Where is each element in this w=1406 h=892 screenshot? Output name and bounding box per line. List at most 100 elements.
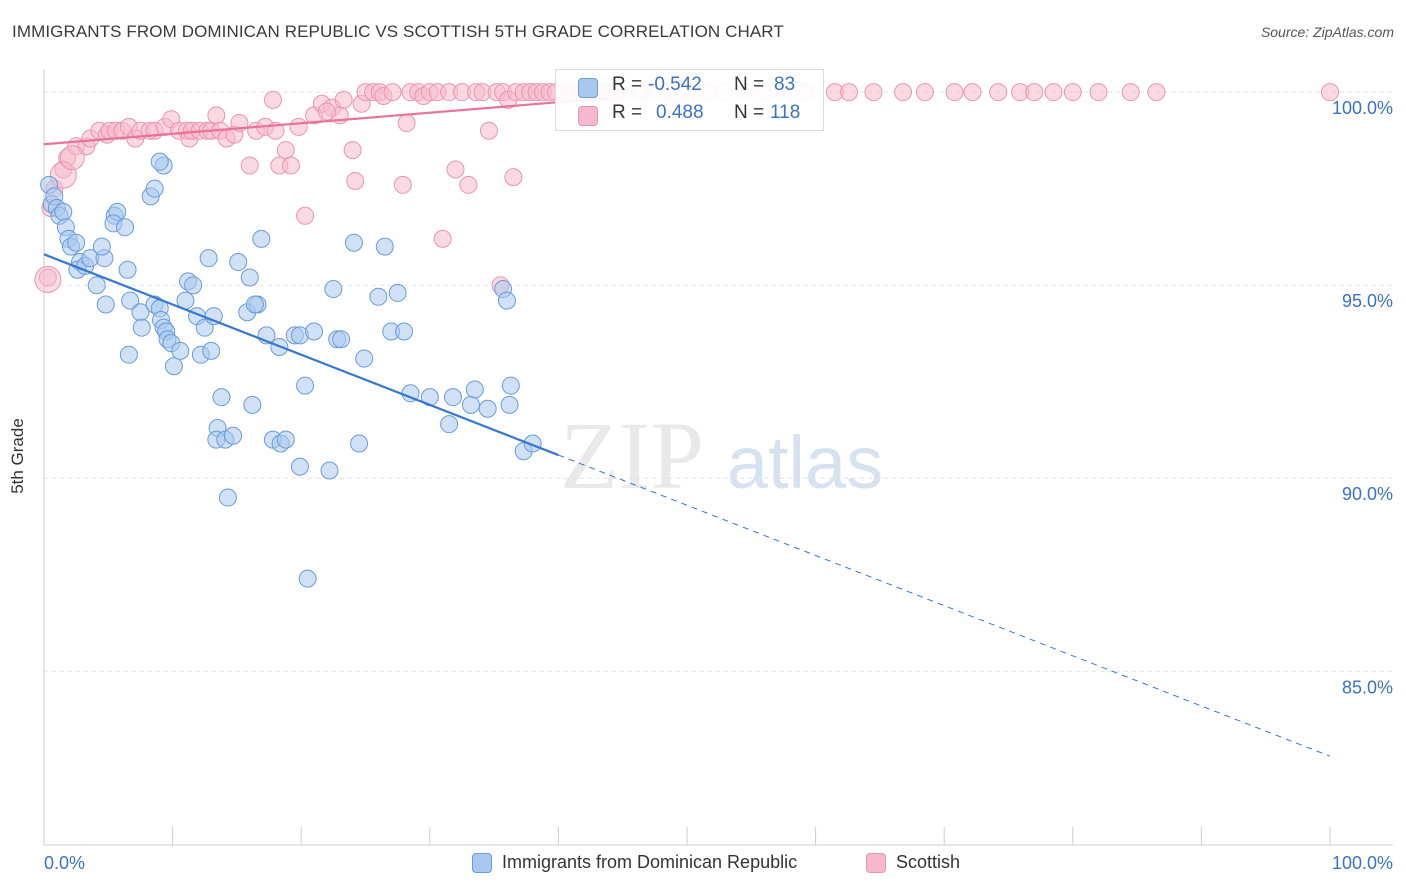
legend-label-scottish: Scottish xyxy=(896,852,961,872)
stats-swatch-scottish xyxy=(578,106,598,126)
dominican-point xyxy=(164,357,183,376)
scottish-point xyxy=(840,83,859,102)
watermark-atlas: atlas xyxy=(727,421,883,504)
scottish-point xyxy=(479,121,498,140)
dominican-point xyxy=(224,426,243,445)
scottish-point xyxy=(393,175,412,194)
scottish-point xyxy=(1025,83,1044,102)
dominican-point xyxy=(320,461,339,480)
dominican-point xyxy=(388,283,407,302)
x-tick-label: 0.0% xyxy=(44,853,85,873)
scottish-point xyxy=(446,160,465,179)
dominican-point xyxy=(500,395,519,414)
scottish-point xyxy=(915,83,934,102)
y-tick-label: 100.0% xyxy=(1332,98,1393,118)
scottish-point xyxy=(34,265,62,293)
scottish-point xyxy=(343,141,362,160)
scottish-point xyxy=(346,171,365,190)
dominican-point xyxy=(344,233,363,252)
dominican-points xyxy=(40,152,542,588)
watermark: ZIP atlas xyxy=(560,402,883,509)
y-tick-label: 95.0% xyxy=(1342,291,1393,311)
dominican-point xyxy=(245,295,264,314)
dominican-point xyxy=(350,434,369,453)
dominican-point xyxy=(240,268,259,287)
stats-r-value: -0.542 xyxy=(648,74,702,95)
dominican-point xyxy=(355,349,374,368)
scottish-point xyxy=(1121,83,1140,102)
scottish-point xyxy=(276,141,295,160)
dominican-point xyxy=(243,395,262,414)
stats-n-label: N = xyxy=(734,102,765,123)
chart-title: IMMIGRANTS FROM DOMINICAN REPUBLIC VS SC… xyxy=(12,22,784,41)
scottish-trend-line xyxy=(43,96,610,146)
stats-r-label: R = xyxy=(612,74,643,95)
dominican-point xyxy=(54,202,73,221)
scottish-point xyxy=(383,83,402,102)
dominican-point xyxy=(116,218,135,237)
dominican-point xyxy=(478,399,497,418)
dominican-point xyxy=(395,322,414,341)
scottish-point xyxy=(397,114,416,133)
tick-labels: 85.0% 90.0% 95.0% 100.0% 0.0% 100.0% xyxy=(44,98,1393,873)
dominican-point xyxy=(229,253,248,272)
scottish-point xyxy=(459,175,478,194)
dominican-point xyxy=(199,249,218,268)
scottish-point xyxy=(207,106,226,125)
stats-r-value: 0.488 xyxy=(656,102,704,123)
scottish-point xyxy=(864,83,883,102)
dominican-point xyxy=(150,152,169,171)
scottish-point xyxy=(1063,83,1082,102)
trend-lines xyxy=(43,96,1331,757)
dominican-point xyxy=(119,345,138,364)
scottish-point xyxy=(1044,83,1063,102)
gridlines xyxy=(44,91,1393,672)
dominican-point xyxy=(184,276,203,295)
stats-swatch-dominican xyxy=(578,78,598,98)
stats-row-scottish: R = 0.488 N = 118 xyxy=(556,102,823,130)
scottish-point xyxy=(1321,83,1339,102)
stats-row-dominican: R = -0.542 N = 83 xyxy=(556,74,823,102)
scottish-point xyxy=(296,206,315,225)
scottish-point xyxy=(504,168,523,187)
scottish-point xyxy=(281,156,300,175)
dominican-point xyxy=(443,388,462,407)
watermark-zip: ZIP xyxy=(560,402,704,509)
axes xyxy=(43,69,1393,846)
dominican-point xyxy=(92,237,111,256)
dominican-point xyxy=(465,380,484,399)
y-tick-label: 85.0% xyxy=(1342,677,1393,697)
scottish-point xyxy=(433,229,452,248)
legend-swatch-dominican xyxy=(472,852,492,873)
dominican-point xyxy=(121,291,140,310)
scottish-point xyxy=(289,117,308,136)
scottish-point xyxy=(1089,83,1108,102)
dominican-point xyxy=(324,280,343,299)
scottish-point xyxy=(317,102,336,121)
scottish-point xyxy=(989,83,1008,102)
dominican-point xyxy=(497,291,516,310)
dominican-point xyxy=(369,287,388,306)
dominican-point xyxy=(252,229,271,248)
scottish-point xyxy=(59,145,85,171)
legend-swatch-scottish xyxy=(866,852,886,873)
scottish-point xyxy=(334,90,353,109)
legend-item-dominican[interactable]: Immigrants from Dominican Republic xyxy=(472,852,797,873)
dominican-point xyxy=(276,430,295,449)
legend-item-scottish[interactable]: Scottish xyxy=(866,852,960,873)
stats-n-value: 118 xyxy=(770,102,801,123)
dominican-point xyxy=(501,376,520,395)
dominican-point xyxy=(290,457,309,476)
stats-n-value: 83 xyxy=(774,74,796,95)
dominican-point xyxy=(375,237,394,256)
scottish-point xyxy=(894,83,913,102)
dominican-point xyxy=(145,179,164,198)
scottish-point xyxy=(240,156,259,175)
dominican-point xyxy=(461,395,480,414)
dominican-point xyxy=(298,569,317,588)
dominican-point xyxy=(212,388,231,407)
scottish-point xyxy=(963,83,982,102)
dominican-point xyxy=(96,295,115,314)
dominican-trend-extension xyxy=(558,454,1331,757)
